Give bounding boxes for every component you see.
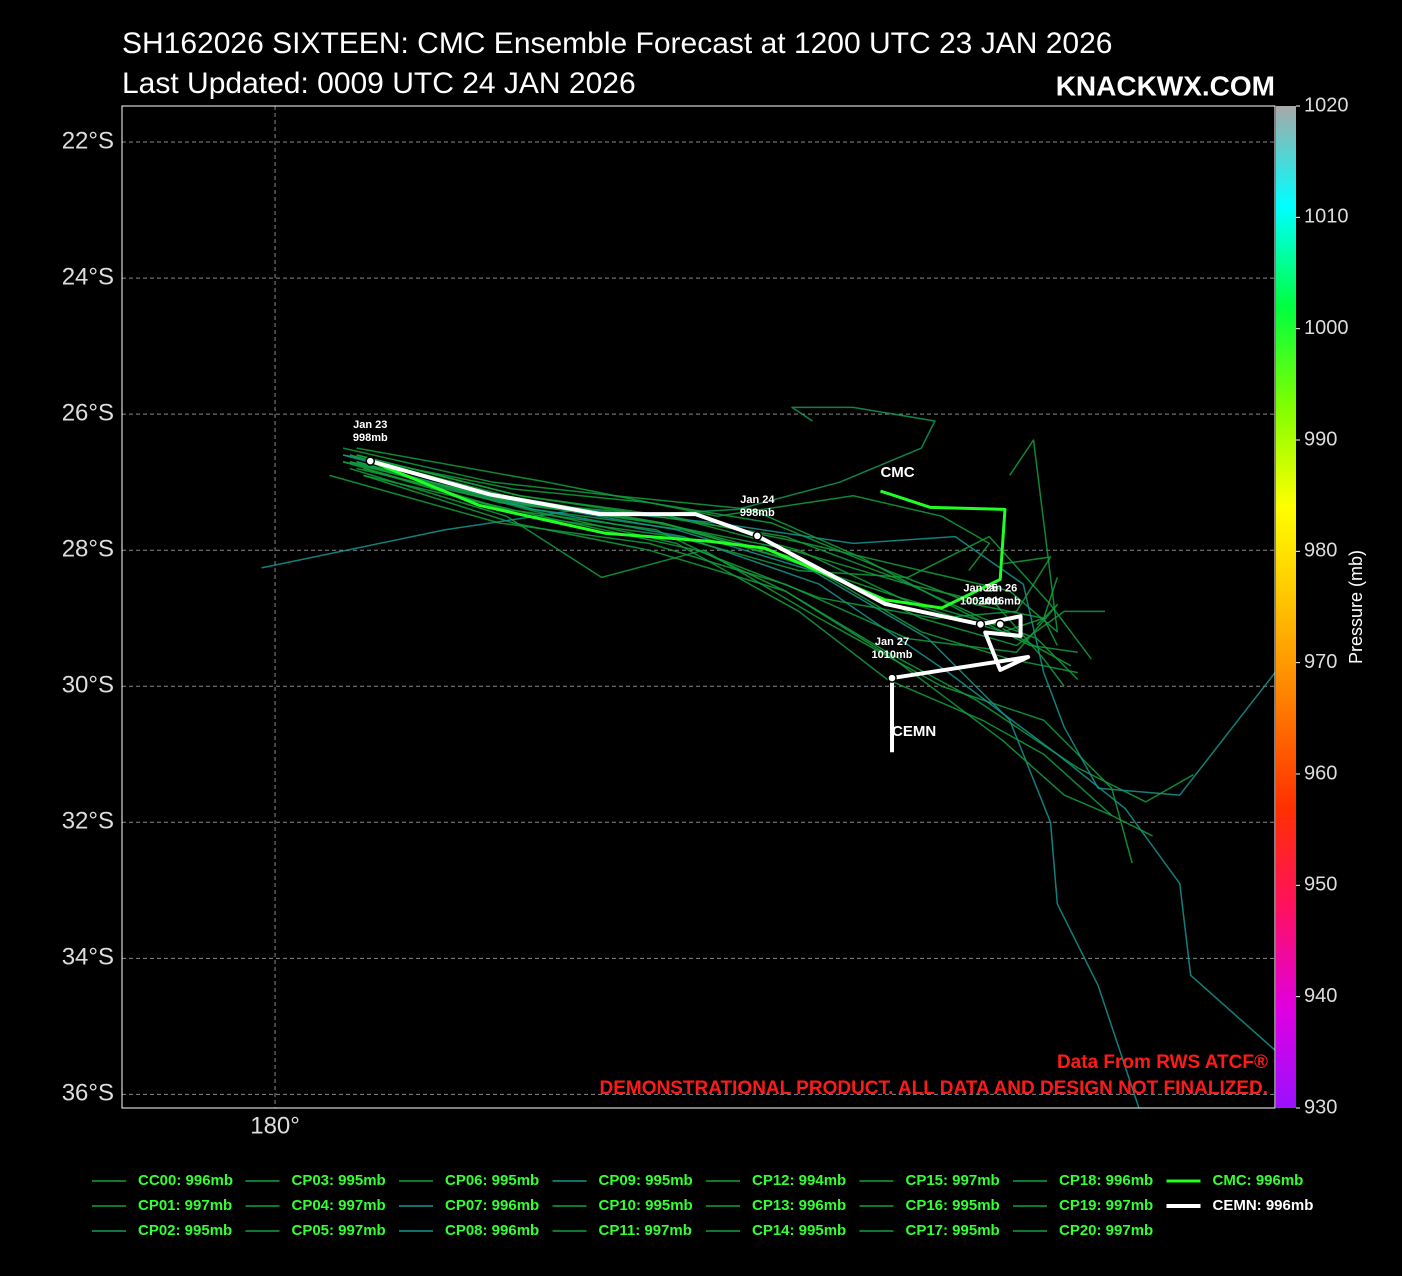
colorbar-tick-label: 1010 (1304, 206, 1349, 228)
colorbar-tick-label: 970 (1304, 651, 1337, 673)
track-line (342, 454, 1140, 1108)
legend-label: CP02: 995mb (138, 1222, 232, 1239)
legend-label: CP04: 997mb (292, 1197, 386, 1214)
legend-label: CP05: 997mb (292, 1222, 386, 1239)
legend-label: CP01: 997mb (138, 1197, 232, 1214)
legend-label: CP19: 997mb (1059, 1197, 1153, 1214)
legend-label: CP18: 996mb (1059, 1172, 1153, 1189)
track-point (975, 619, 986, 630)
y-tick-label: 34°S (62, 944, 114, 971)
y-tick-label: 22°S (62, 127, 114, 154)
track-line (356, 454, 1079, 680)
legend-label: CP13: 996mb (752, 1197, 846, 1214)
legend-label: CP03: 995mb (292, 1172, 386, 1189)
track-point (365, 456, 376, 466)
source-note: Data From RWS ATCF® (1057, 1052, 1268, 1073)
track-line (369, 459, 1007, 610)
legend-label: CP09: 995mb (599, 1172, 693, 1189)
x-tick-label: 180° (250, 1112, 300, 1139)
y-tick-label: 36°S (62, 1080, 114, 1107)
colorbar-label: Pressure (mb) (1346, 550, 1366, 664)
track-line (342, 461, 1153, 837)
colorbar-tick-label: 990 (1304, 428, 1337, 450)
legend-label: CP07: 996mb (445, 1197, 539, 1214)
legend-label: CP12: 994mb (752, 1172, 846, 1189)
y-tick-label: 28°S (62, 536, 114, 563)
point-date: Jan 26 (983, 582, 1017, 594)
point-pressure: 998mb (353, 432, 388, 444)
track-label: CMC (880, 464, 914, 481)
point-date: Jan 23 (353, 419, 387, 431)
colorbar-tick-label: 1020 (1304, 94, 1349, 116)
legend-label: CP20: 997mb (1059, 1222, 1153, 1239)
legend-label: CP11: 997mb (599, 1222, 692, 1239)
y-tick-label: 32°S (62, 808, 114, 835)
legend-label: CP06: 995mb (445, 1172, 539, 1189)
track-line (363, 467, 1092, 660)
track-line (349, 467, 1133, 864)
legend-label: CP16: 995mb (906, 1197, 1000, 1214)
track-point (995, 619, 1005, 630)
track-line (342, 454, 1059, 619)
point-pressure: 1010mb (872, 649, 913, 661)
plot-area (122, 106, 1275, 1108)
point-pressure: 998mb (740, 507, 775, 519)
colorbar-tick-label: 940 (1304, 985, 1337, 1007)
legend-label: CP08: 996mb (445, 1222, 539, 1239)
point-pressure: 1002mb (960, 595, 1001, 607)
y-tick-label: 24°S (62, 263, 114, 290)
legend-label: CP14: 995mb (752, 1222, 846, 1239)
colorbar-tick-label: 960 (1304, 762, 1337, 784)
point-date: Jan 27 (875, 636, 909, 648)
track-point (887, 673, 897, 683)
chart-subtitle: Last Updated: 0009 UTC 24 JAN 2026 (122, 67, 636, 100)
legend-label: CC00: 996mb (138, 1172, 233, 1189)
disclaimer: DEMONSTRATIONAL PRODUCT. ALL DATA AND DE… (600, 1078, 1269, 1099)
chart-title: SH162026 SIXTEEN: CMC Ensemble Forecast … (122, 27, 1112, 60)
plot-frame (121, 105, 1276, 1109)
point-date: Jan 25 (963, 582, 997, 594)
colorbar (1276, 106, 1296, 1108)
point-date: Jan 24 (740, 494, 775, 506)
legend-label: CP15: 997mb (906, 1172, 1000, 1189)
legend-label: CMC: 996mb (1213, 1172, 1304, 1189)
track-line (261, 508, 1275, 796)
track-line (329, 474, 1059, 653)
brand: KNACKWX.COM (1056, 70, 1275, 101)
y-tick-label: 30°S (62, 672, 114, 699)
legend-label: CEMN: 996mb (1213, 1197, 1314, 1214)
track-point (752, 531, 763, 541)
colorbar-tick-label: 1000 (1304, 317, 1349, 339)
track-line (342, 447, 1078, 653)
track-line (356, 447, 991, 572)
y-tick-label: 26°S (62, 399, 114, 426)
track-label: CEMN (892, 723, 936, 740)
legend-label: CP17: 995mb (906, 1222, 1000, 1239)
legend-label: CP10: 995mb (599, 1197, 693, 1214)
colorbar-tick-label: 930 (1304, 1096, 1337, 1118)
colorbar-tick-label: 980 (1304, 540, 1337, 562)
colorbar-tick-label: 950 (1304, 874, 1337, 896)
point-pressure: 1006mb (980, 595, 1021, 607)
